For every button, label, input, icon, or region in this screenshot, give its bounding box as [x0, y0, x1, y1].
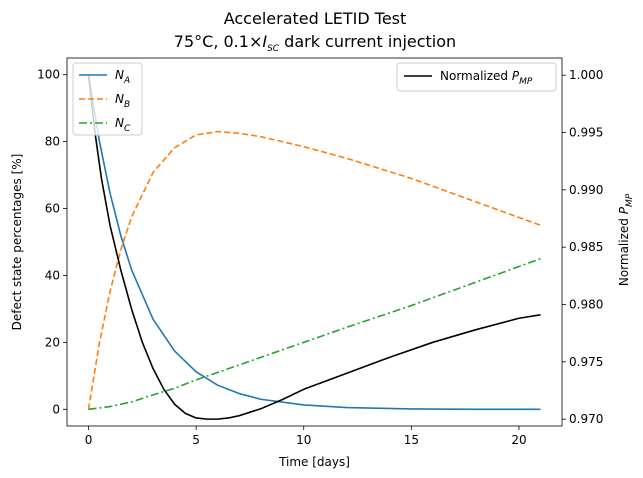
- legend-label-1: NB: [115, 92, 130, 110]
- legend-right: Normalized PMP: [396, 62, 557, 92]
- series-line-0: [87, 74, 541, 411]
- legend-label-0: NA: [115, 68, 130, 86]
- y-axis-label-left: Defect state percentages [%]: [10, 154, 24, 331]
- x-tick-label: 15: [404, 433, 419, 447]
- series-line-3: [87, 75, 541, 420]
- y-right-tick-label: 0.975: [569, 355, 603, 369]
- legend-right-box: [396, 62, 557, 92]
- x-axis-label: Time [days]: [278, 455, 350, 469]
- y-left-tick-label: 20: [45, 335, 60, 349]
- legend-left-box: [72, 62, 143, 136]
- series-line-1: [87, 130, 541, 410]
- chart-title-line1: Accelerated LETID Test: [224, 9, 407, 28]
- y-left-tick-label: 80: [45, 135, 60, 149]
- chart-title-line2: 75°C, 0.1×ISC dark current injection: [174, 32, 456, 54]
- y-right-tick-label: 0.980: [569, 297, 603, 311]
- y-left-tick-label: 60: [45, 202, 60, 216]
- y-right-tick-label: 1.000: [569, 68, 603, 82]
- series-line-2: [88, 257, 541, 411]
- y-right-tick-label: 0.995: [569, 126, 603, 140]
- y-left-tick-label: 100: [37, 68, 60, 82]
- legend-label-2: NC: [115, 116, 131, 134]
- x-tick-label: 10: [296, 433, 311, 447]
- x-tick-label: 20: [511, 433, 526, 447]
- x-tick-label: 0: [85, 433, 93, 447]
- y-right-tick-label: 0.970: [569, 412, 603, 426]
- legend-left: NA NB NC: [72, 62, 143, 136]
- y-left-tick-label: 0: [52, 402, 60, 416]
- x-tick-label: 5: [192, 433, 200, 447]
- y-right-tick-label: 0.985: [569, 240, 603, 254]
- plot-frame: [66, 57, 563, 427]
- y-axis-label-right: Normalized PMP: [617, 193, 635, 286]
- y-right-tick-label: 0.990: [569, 183, 603, 197]
- y-left-tick-label: 40: [45, 268, 60, 282]
- legend-label-3: Normalized PMP: [440, 69, 533, 87]
